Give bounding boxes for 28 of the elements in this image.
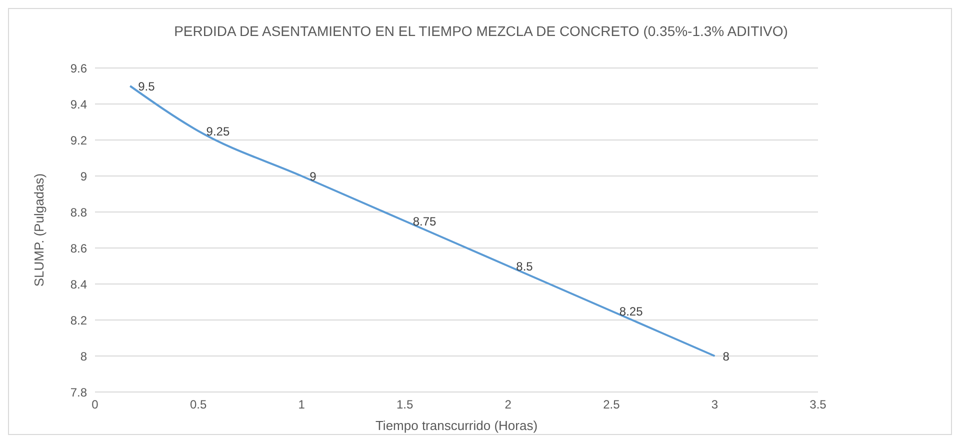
y-tick-label: 8.4 xyxy=(70,277,88,292)
x-axis-title: Tiempo transcurrido (Horas) xyxy=(375,418,538,433)
y-tick-label: 9.6 xyxy=(70,61,88,76)
y-tick-label: 9.4 xyxy=(70,97,88,112)
data-label: 8.5 xyxy=(516,259,534,274)
x-tick-label: 3.5 xyxy=(810,398,827,412)
data-label: 8.25 xyxy=(619,304,644,318)
data-label: 9 xyxy=(310,169,317,184)
data-label: 9.25 xyxy=(206,124,230,138)
data-label: 9.5 xyxy=(138,79,156,94)
x-tick-label: 1 xyxy=(298,398,306,412)
y-tick-label: 8.8 xyxy=(70,205,88,220)
y-tick-label: 8 xyxy=(80,349,88,364)
y-tick-label: 7.8 xyxy=(70,385,88,400)
x-tick-label: 1.5 xyxy=(396,398,414,412)
x-tick-label: 2 xyxy=(504,398,512,412)
x-tick-label: 2.5 xyxy=(603,398,620,412)
data-label: 8 xyxy=(722,349,730,364)
x-tick-label: 0.5 xyxy=(190,398,207,412)
y-tick-label: 9 xyxy=(80,169,88,184)
x-tick-label: 0 xyxy=(92,398,99,412)
y-tick-label: 8.6 xyxy=(70,241,88,256)
chart-title: PERDIDA DE ASENTAMIENTO EN EL TIEMPO MEZCLA DE CONCRETO (0.35%-1.3% ADITIVO) xyxy=(173,23,789,39)
y-tick-label: 8.2 xyxy=(70,313,88,328)
y-tick-label: 9.2 xyxy=(70,133,88,148)
x-tick-label: 3 xyxy=(711,398,718,412)
y-axis-title: SLUMP. (Pulgadas) xyxy=(32,173,47,287)
data-label: 8.75 xyxy=(412,214,437,228)
